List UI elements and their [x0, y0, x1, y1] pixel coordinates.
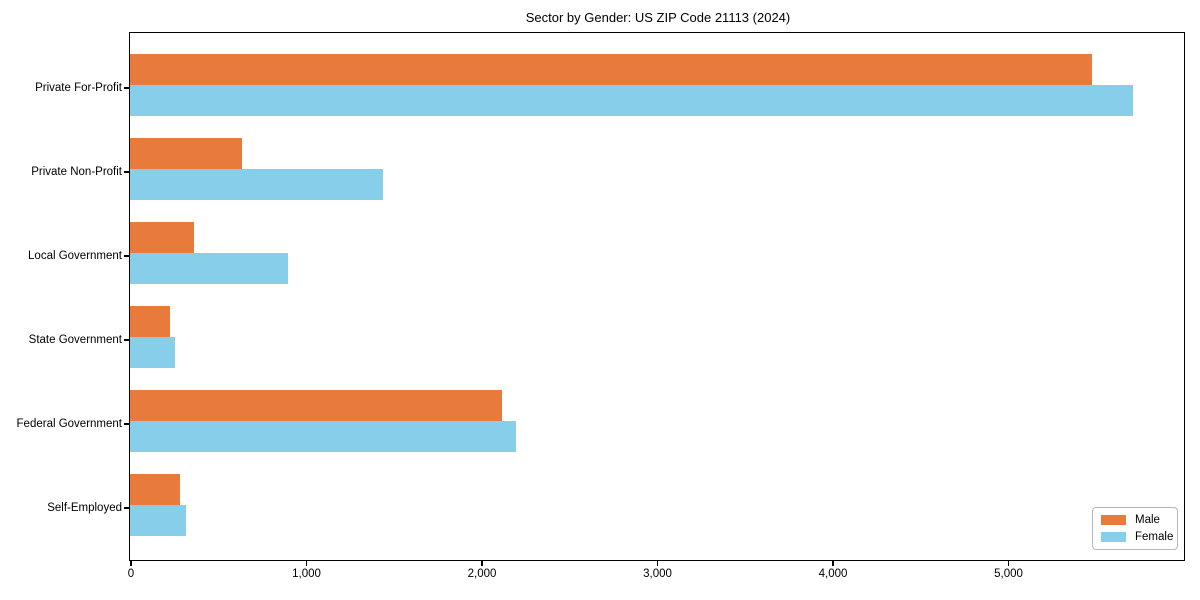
x-tick-label-5,000: 5,000 — [994, 568, 1023, 580]
y-tick-label-private-for-profit: Private For-Profit — [35, 82, 122, 94]
y-tick-label-self-employed: Self-Employed — [47, 502, 122, 514]
chart-title: Sector by Gender: US ZIP Code 21113 (202… — [525, 10, 791, 25]
x-tick-label-2,000: 2,000 — [467, 568, 497, 580]
legend-entry-male: Male — [1101, 514, 1169, 526]
x-tick-mark-0 — [130, 561, 132, 566]
y-tick-mark-private-for-profit — [124, 87, 129, 89]
bar-female-private-for-profit — [130, 85, 1134, 117]
y-tick-label-state-government: State Government — [28, 334, 122, 346]
x-tick-mark-5,000 — [1007, 561, 1010, 566]
bar-male-state-government — [130, 306, 170, 338]
bar-male-private-for-profit — [130, 54, 1092, 86]
y-tick-mark-self-employed — [124, 507, 129, 509]
y-tick-mark-local-government — [124, 255, 129, 257]
bar-male-self-employed — [130, 474, 181, 506]
legend-label-male: Male — [1135, 514, 1160, 526]
bar-female-state-government — [130, 337, 175, 369]
y-tick-mark-state-government — [124, 339, 129, 341]
y-tick-mark-federal-government — [124, 423, 129, 425]
bar-female-private-non-profit — [130, 169, 383, 201]
x-tick-mark-2,000 — [481, 561, 483, 566]
bar-male-federal-government — [130, 390, 503, 422]
x-tick-label-0: 0 — [127, 568, 135, 580]
x-tick-label-1,000: 1,000 — [292, 568, 321, 580]
x-tick-mark-3,000 — [656, 561, 659, 566]
legend-swatch-male — [1101, 515, 1126, 525]
bar-female-self-employed — [130, 505, 187, 537]
legend-label-female: Female — [1135, 531, 1174, 543]
bar-male-private-non-profit — [130, 138, 243, 170]
x-tick-label-3,000: 3,000 — [643, 568, 672, 580]
legend-entry-female: Female — [1101, 531, 1173, 543]
x-tick-mark-4,000 — [832, 561, 834, 566]
y-tick-label-private-non-profit: Private Non-Profit — [31, 166, 122, 178]
legend: Male Female — [1092, 507, 1178, 550]
bar-male-local-government — [130, 222, 195, 254]
plot-area — [129, 32, 1185, 561]
legend-swatch-female — [1101, 532, 1126, 542]
y-tick-mark-private-non-profit — [124, 171, 129, 173]
y-tick-label-federal-government: Federal Government — [16, 418, 122, 430]
x-tick-label-4,000: 4,000 — [818, 568, 848, 580]
x-tick-mark-1,000 — [305, 561, 308, 566]
y-tick-label-local-government: Local Government — [28, 250, 122, 262]
bar-female-federal-government — [130, 421, 517, 453]
bar-female-local-government — [130, 253, 289, 285]
